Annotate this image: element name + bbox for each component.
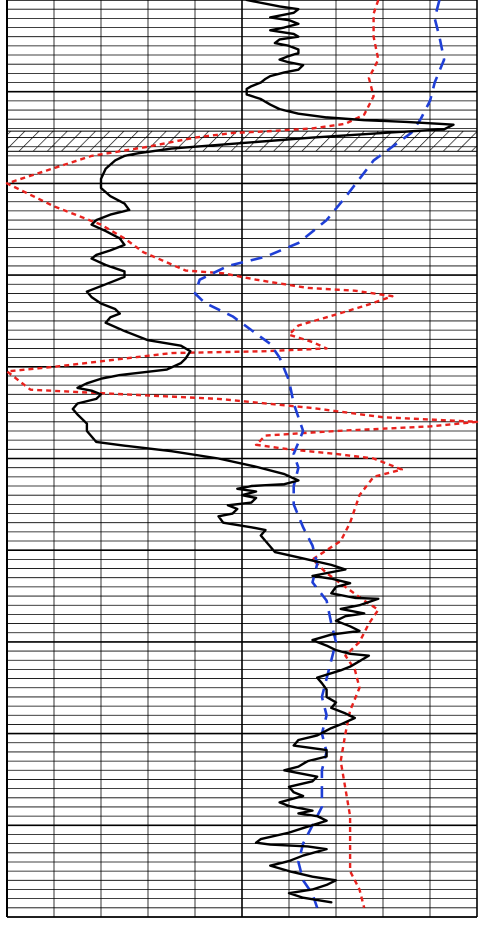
- hatched-interval: [7, 131, 477, 151]
- hatched-band: [7, 131, 477, 151]
